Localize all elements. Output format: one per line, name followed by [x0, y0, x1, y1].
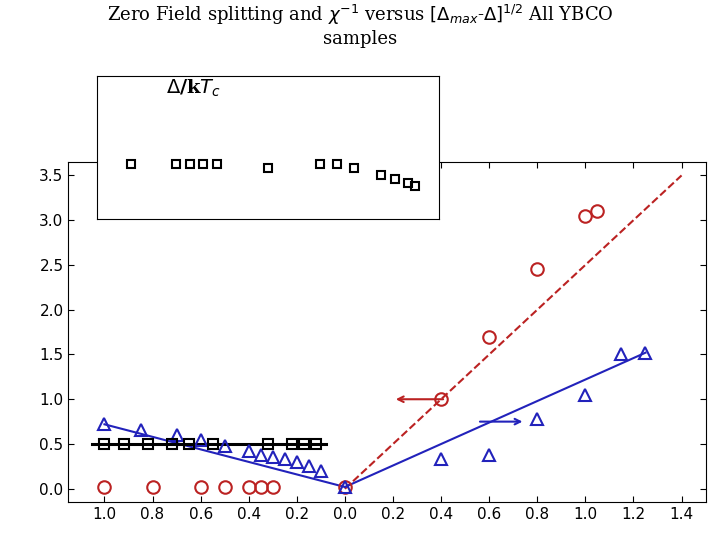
Text: Zero Field splitting and $\chi^{-1}$ versus $[\Delta_{max}$-$\Delta]^{1/2}$ All : Zero Field splitting and $\chi^{-1}$ ver… [107, 3, 613, 27]
Text: samples: samples [323, 30, 397, 48]
Text: $\Delta$/k$T_c$: $\Delta$/k$T_c$ [166, 77, 221, 98]
